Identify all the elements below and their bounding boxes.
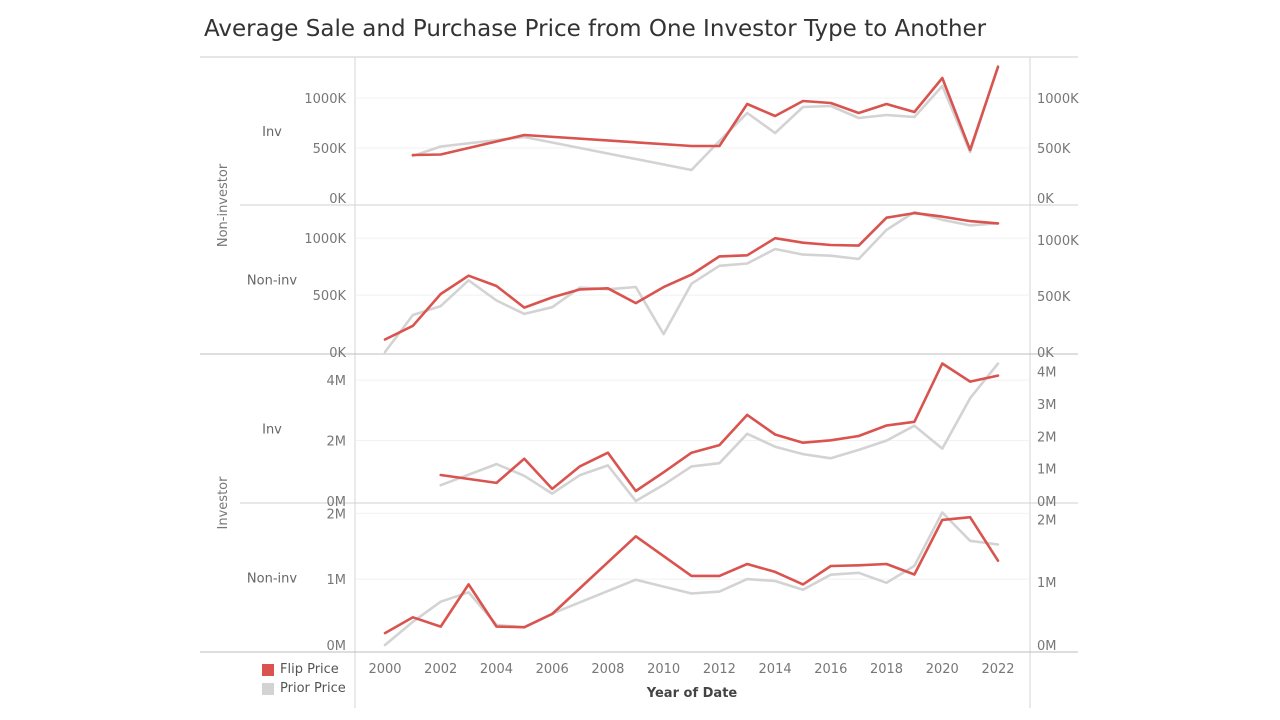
- y-tick-right: 1M: [1037, 576, 1057, 591]
- x-tick: 2012: [703, 662, 736, 677]
- legend: Flip Price Prior Price: [262, 660, 346, 698]
- chart-title: Average Sale and Purchase Price from One…: [204, 16, 987, 42]
- x-tick: 2010: [647, 662, 680, 677]
- row-label: Inv: [262, 423, 282, 438]
- y-tick-right: 0M: [1037, 495, 1057, 510]
- x-tick: 2008: [591, 662, 624, 677]
- y-tick-left: 0K: [329, 192, 346, 207]
- x-tick: 2016: [814, 662, 847, 677]
- series-line-flip-price: [439, 362, 1000, 493]
- y-tick-left: 0K: [329, 346, 346, 361]
- x-tick: 2000: [368, 662, 401, 677]
- y-tick-right: 0K: [1037, 346, 1054, 361]
- series-line-prior-price: [439, 362, 1000, 503]
- y-tick-left: 2M: [327, 435, 347, 450]
- x-axis-title: Year of Date: [646, 686, 738, 701]
- legend-label-flip: Flip Price: [280, 662, 339, 677]
- group-label: Non-investor: [216, 163, 231, 247]
- y-tick-right: 1000K: [1037, 92, 1079, 107]
- series-line-flip-price: [383, 515, 1000, 635]
- series-line-prior-price: [383, 511, 1000, 647]
- y-tick-left: 2M: [327, 507, 347, 522]
- y-tick-left: 0M: [327, 639, 347, 654]
- y-tick-right: 0M: [1037, 639, 1057, 654]
- y-tick-right: 1000K: [1037, 234, 1079, 249]
- y-tick-left: 0M: [327, 495, 347, 510]
- y-tick-right: 500K: [1037, 290, 1071, 305]
- legend-item-flip[interactable]: Flip Price: [262, 660, 346, 679]
- group-label: Investor: [216, 476, 231, 530]
- x-tick: 2002: [424, 662, 457, 677]
- y-tick-left: 1000K: [304, 232, 346, 247]
- chart-marks: [383, 64, 1000, 647]
- x-tick: 2022: [981, 662, 1014, 677]
- chart-frame: Non-investor Investor Inv 0K 500K 1000K 0K 500K…: [200, 56, 1079, 708]
- legend-label-prior: Prior Price: [280, 681, 346, 696]
- series-line-flip-price: [411, 65, 1000, 157]
- y-tick-left: 500K: [313, 142, 347, 157]
- y-tick-left: 1M: [327, 573, 347, 588]
- y-tick-left: 4M: [327, 374, 347, 389]
- legend-swatch-prior: [262, 682, 274, 695]
- y-tick-right: 0K: [1037, 192, 1054, 207]
- row-label: Non-inv: [247, 572, 297, 587]
- y-tick-right: 2M: [1037, 430, 1057, 445]
- y-tick-left: 1000K: [304, 92, 346, 107]
- legend-item-prior[interactable]: Prior Price: [262, 679, 346, 698]
- series-line-flip-price: [383, 211, 1000, 341]
- x-tick: 2020: [926, 662, 959, 677]
- series-line-prior-price: [383, 210, 1000, 354]
- row-label: Inv: [262, 125, 282, 140]
- y-tick-right: 2M: [1037, 513, 1057, 528]
- y-tick-left: 500K: [313, 289, 347, 304]
- legend-swatch-flip: [262, 663, 274, 676]
- x-tick: 2014: [759, 662, 792, 677]
- y-tick-right: 4M: [1037, 366, 1057, 381]
- y-tick-right: 3M: [1037, 398, 1057, 413]
- x-tick: 2004: [480, 662, 513, 677]
- y-tick-right: 1M: [1037, 463, 1057, 478]
- y-tick-right: 500K: [1037, 142, 1071, 157]
- series-line-prior-price: [411, 64, 1000, 172]
- row-label: Non-inv: [247, 274, 297, 289]
- x-tick: 2018: [870, 662, 903, 677]
- x-tick: 2006: [536, 662, 569, 677]
